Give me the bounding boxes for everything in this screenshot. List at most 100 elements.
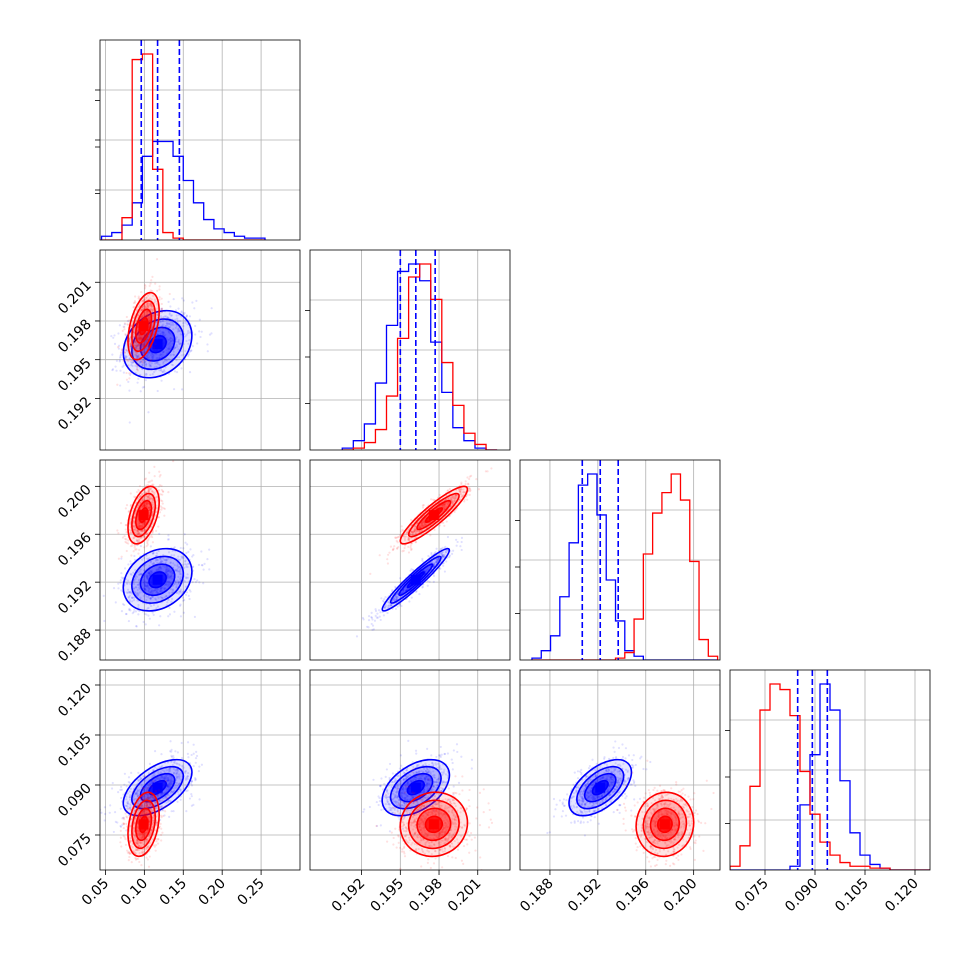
scatter-panel-2-0 — [102, 460, 211, 628]
sample-point-0 — [136, 344, 139, 347]
sample-point-0 — [138, 361, 142, 364]
sample-point-1 — [136, 506, 139, 509]
sample-point-0 — [119, 384, 122, 387]
sample-point-1 — [143, 504, 146, 507]
sample-point-1 — [138, 336, 141, 339]
sample-point-0 — [166, 582, 169, 586]
sample-point-0 — [377, 609, 381, 612]
sample-point-0 — [208, 548, 211, 551]
sample-point-1 — [160, 308, 163, 311]
sample-point-1 — [124, 333, 127, 336]
sample-point-1 — [139, 337, 142, 340]
sample-point-1 — [123, 535, 126, 538]
sample-point-0 — [153, 366, 156, 369]
sample-point-0 — [117, 587, 120, 590]
sample-point-0 — [159, 566, 162, 569]
sample-point-0 — [137, 355, 140, 358]
sample-point-1 — [150, 308, 153, 311]
sample-point-0 — [139, 573, 143, 576]
sample-point-0 — [183, 598, 186, 602]
sample-point-0 — [166, 569, 169, 572]
sample-point-0 — [128, 781, 131, 784]
sample-point-1 — [150, 305, 153, 308]
sample-point-0 — [159, 615, 162, 618]
sample-point-1 — [140, 343, 143, 346]
sample-point-1 — [148, 512, 151, 515]
sample-point-1 — [141, 524, 144, 528]
sample-point-0 — [134, 577, 137, 581]
sample-point-0 — [118, 324, 121, 327]
sample-point-0 — [126, 320, 129, 323]
sample-point-1 — [140, 492, 144, 495]
sample-point-1 — [127, 323, 130, 327]
sample-point-1 — [122, 347, 125, 350]
sample-point-1 — [140, 336, 143, 339]
sample-point-0 — [182, 299, 185, 302]
sample-point-1 — [129, 504, 132, 507]
sample-point-0 — [158, 356, 161, 359]
sample-point-0 — [168, 345, 171, 349]
sample-point-0 — [178, 566, 181, 569]
sample-point-1 — [142, 314, 145, 317]
sample-point-1 — [144, 335, 147, 338]
sample-point-0 — [135, 625, 138, 628]
sample-point-0 — [127, 380, 130, 383]
sample-point-0 — [137, 338, 140, 341]
sample-point-0 — [144, 340, 148, 343]
sample-point-1 — [146, 345, 149, 348]
sample-point-0 — [178, 604, 182, 607]
sample-point-0 — [415, 590, 418, 594]
sample-point-1 — [135, 363, 139, 367]
sample-point-0 — [142, 359, 145, 362]
sample-point-1 — [132, 301, 135, 305]
sample-point-1 — [157, 516, 161, 519]
sample-point-0 — [381, 599, 385, 602]
sample-point-0 — [206, 343, 209, 346]
sample-point-0 — [133, 558, 137, 561]
sample-point-0 — [117, 332, 120, 335]
sample-point-0 — [163, 357, 167, 361]
sample-point-1 — [152, 314, 155, 317]
sample-point-0 — [172, 353, 175, 356]
sample-point-0 — [169, 305, 172, 308]
sample-point-0 — [148, 351, 151, 354]
sample-point-0 — [171, 338, 174, 341]
sample-point-0 — [185, 565, 188, 568]
sample-point-1 — [130, 554, 133, 557]
sample-point-1 — [149, 302, 152, 305]
sample-point-1 — [143, 287, 147, 290]
sample-point-0 — [198, 765, 201, 768]
sample-point-0 — [148, 762, 151, 766]
sample-point-1 — [148, 509, 151, 512]
sample-point-0 — [169, 561, 172, 564]
sample-point-0 — [151, 562, 154, 566]
sample-point-0 — [167, 569, 171, 572]
sample-point-0 — [127, 776, 131, 779]
sample-point-1 — [140, 351, 143, 354]
sample-point-0 — [167, 551, 171, 554]
sample-point-1 — [137, 531, 140, 534]
sample-point-0 — [392, 597, 396, 600]
sample-point-0 — [177, 329, 180, 332]
sample-point-1 — [119, 522, 123, 525]
sample-point-0 — [439, 547, 442, 551]
sample-point-0 — [170, 600, 173, 603]
sample-point-0 — [169, 581, 172, 585]
sample-point-0 — [149, 597, 152, 600]
sample-point-1 — [484, 470, 487, 473]
sample-point-0 — [201, 564, 204, 567]
sample-point-0 — [173, 610, 176, 613]
sample-point-1 — [134, 353, 138, 356]
sample-point-1 — [136, 347, 139, 351]
sample-point-0 — [163, 596, 166, 599]
sample-point-0 — [162, 332, 165, 335]
sample-point-0 — [155, 598, 158, 601]
sample-point-1 — [446, 489, 449, 493]
sample-point-0 — [378, 615, 381, 618]
sample-point-1 — [145, 545, 148, 548]
sample-point-0 — [206, 350, 209, 353]
sample-point-0 — [133, 596, 136, 599]
sample-point-0 — [174, 580, 177, 583]
sample-point-1 — [139, 338, 142, 341]
sample-point-1 — [161, 500, 164, 503]
